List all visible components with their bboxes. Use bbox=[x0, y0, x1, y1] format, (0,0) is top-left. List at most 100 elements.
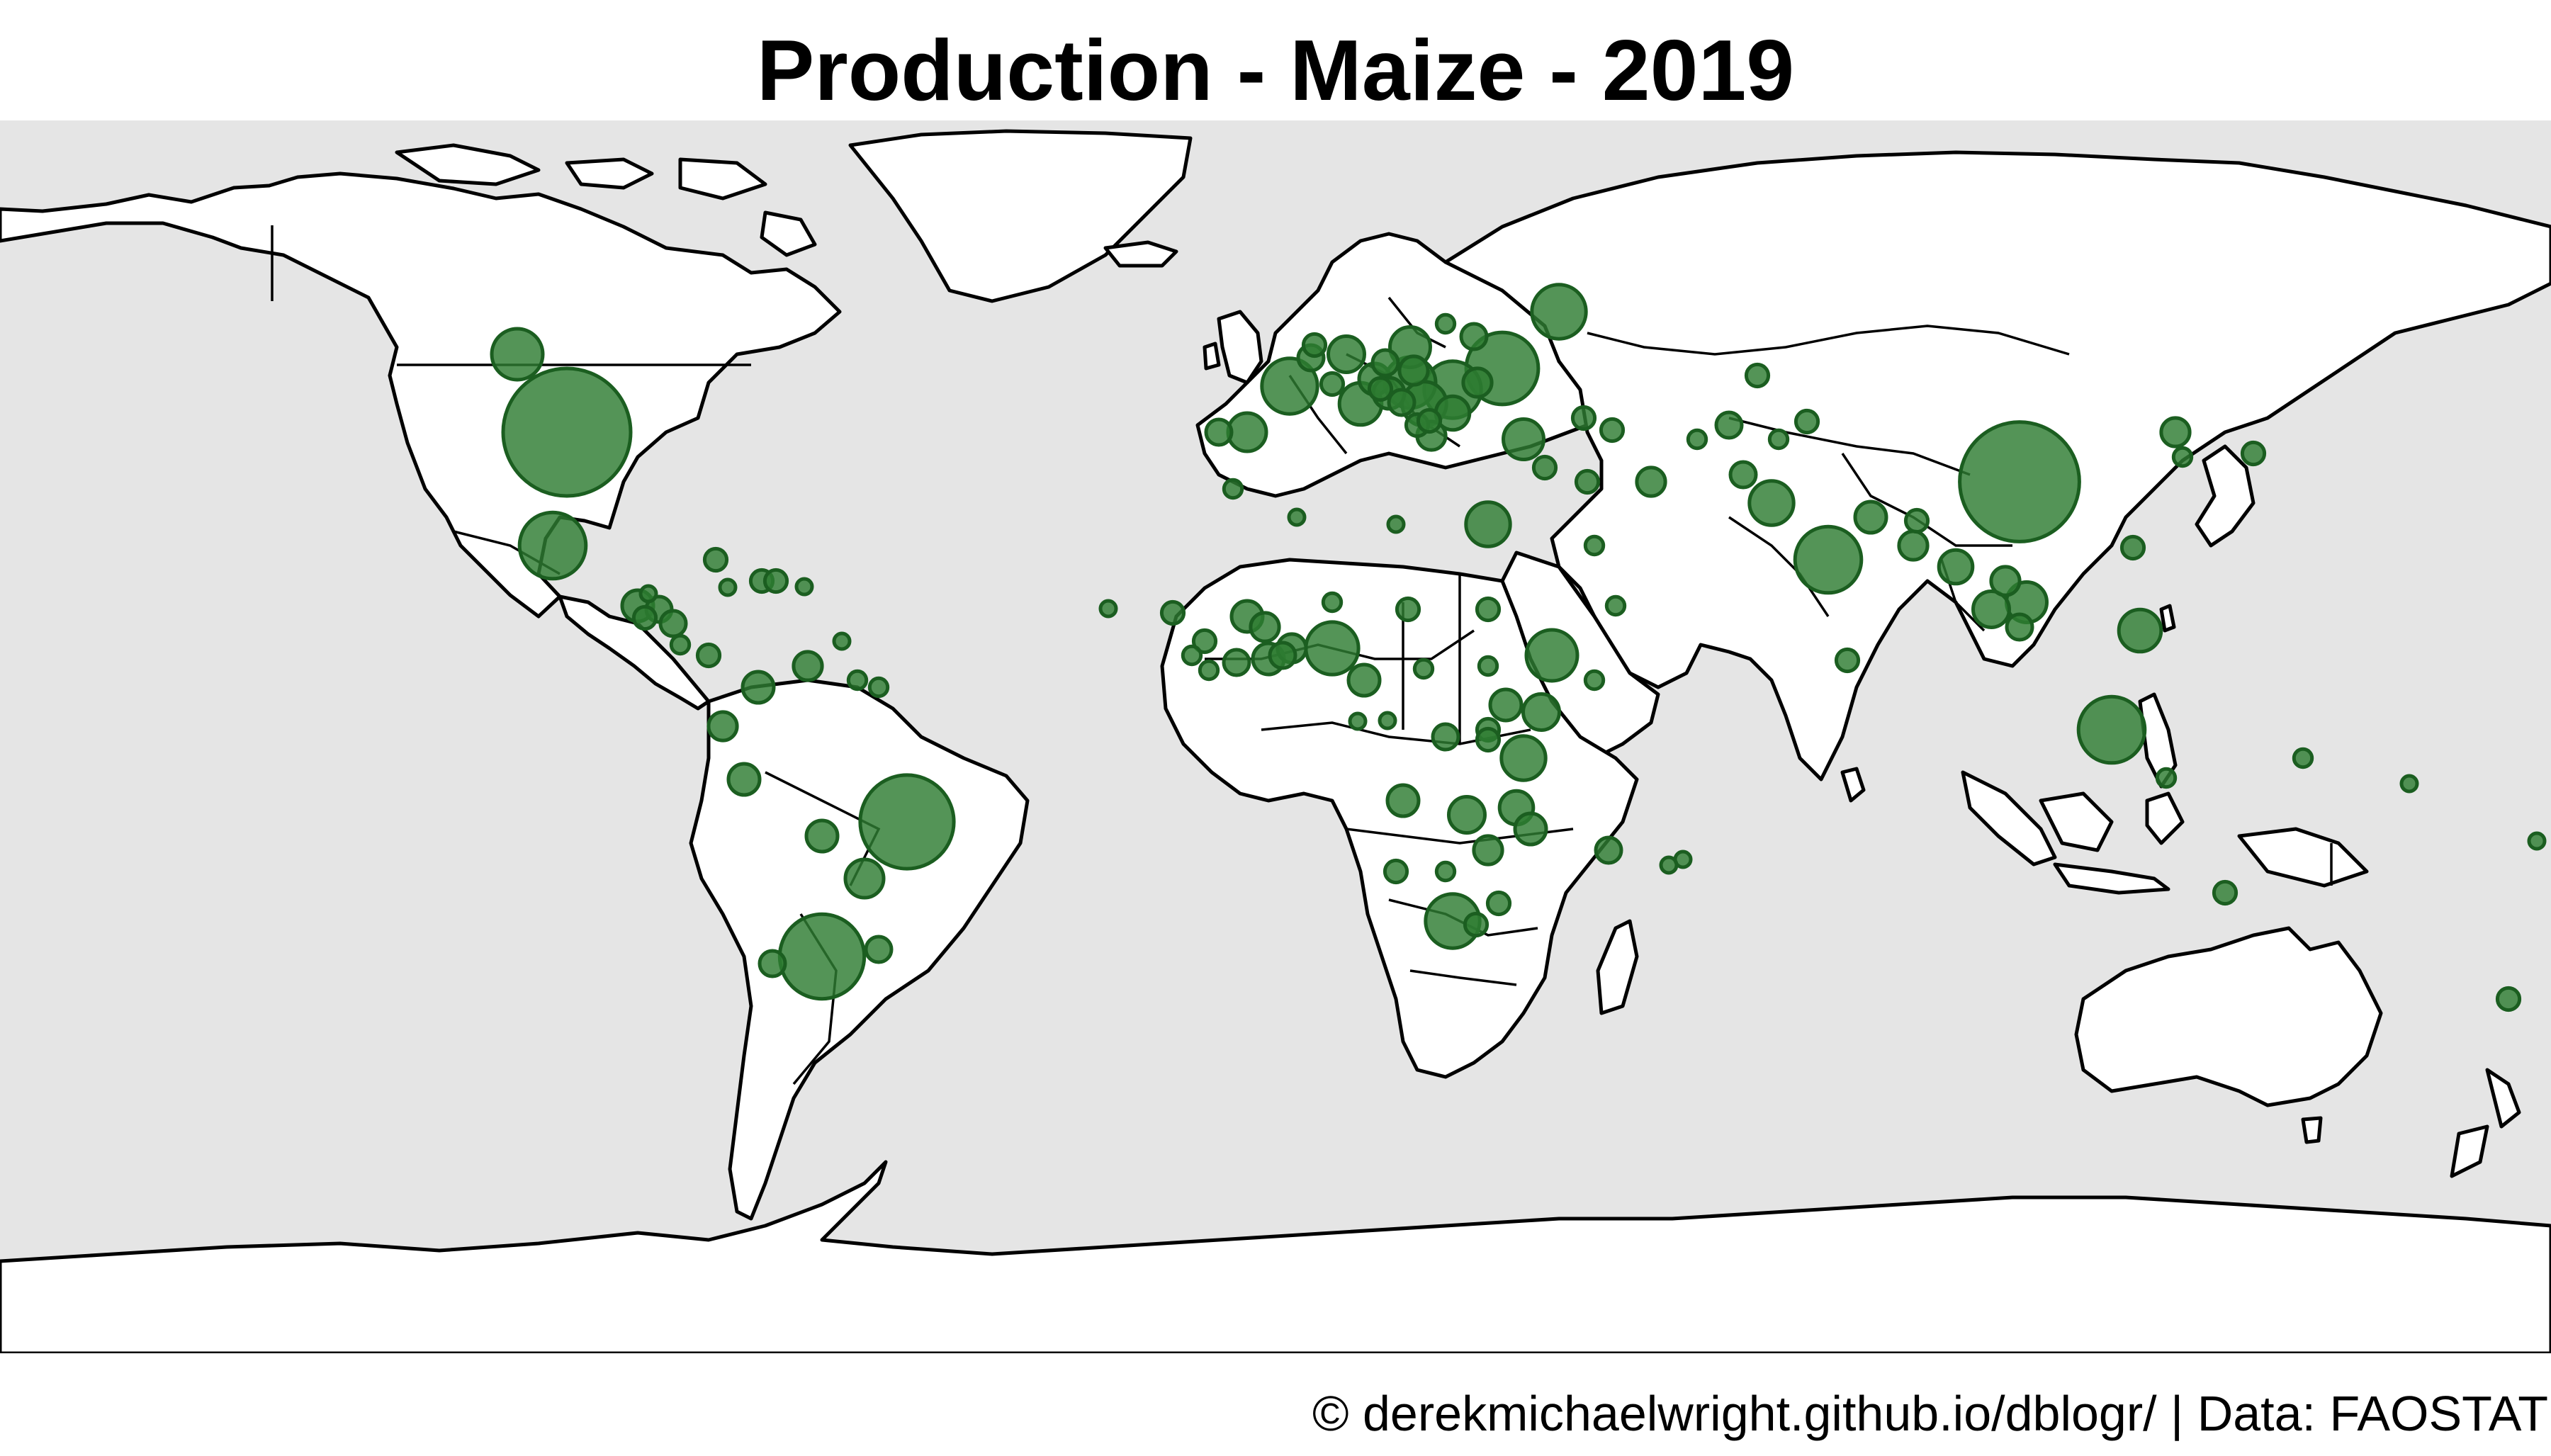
bubble-canada bbox=[490, 327, 545, 382]
greenland bbox=[848, 129, 1193, 303]
bubble-costa-rica bbox=[669, 633, 692, 656]
bubble-syria bbox=[1531, 454, 1558, 481]
bubble-south-sudan bbox=[1477, 655, 1499, 677]
tasmania bbox=[2301, 1116, 2323, 1144]
bubble-angola bbox=[1385, 783, 1421, 818]
bubble-c-te-d-ivoire bbox=[1222, 648, 1251, 677]
bubble-iran bbox=[1635, 465, 1667, 498]
source-caption: © derekmichaelwright.github.io/dblogr/ |… bbox=[1312, 1386, 2548, 1441]
bubble-mexico bbox=[517, 510, 588, 581]
bubble-usa bbox=[501, 366, 633, 498]
bubble-bosnia-and-herzegovina bbox=[1387, 388, 1417, 417]
bubble-ecuador bbox=[706, 710, 739, 743]
bubble-algeria bbox=[1287, 507, 1307, 527]
bubble-uruguay bbox=[864, 935, 894, 964]
japan bbox=[2195, 444, 2256, 548]
bubble-iraq bbox=[1574, 468, 1601, 495]
bubble-jamaica bbox=[718, 577, 738, 597]
bubble-cambodia bbox=[2005, 612, 2034, 642]
bubble-north-korea bbox=[2159, 416, 2192, 448]
philippines bbox=[2138, 692, 2178, 789]
bubble-kyrgyzstan bbox=[1793, 408, 1820, 435]
bubble-brazil bbox=[858, 773, 956, 871]
bubble-sierra-leone bbox=[1181, 644, 1203, 667]
central-america bbox=[558, 594, 711, 711]
bubble-pakistan bbox=[1747, 479, 1796, 527]
bubble-congo bbox=[1378, 711, 1397, 730]
british-isles bbox=[1203, 310, 1263, 385]
bubble-fiji bbox=[2527, 831, 2547, 851]
bubble-new-zealand bbox=[2495, 986, 2522, 1012]
bubble-switzerland bbox=[1319, 371, 1346, 397]
bubble-thailand bbox=[1971, 589, 2011, 629]
bubble-north-macedonia bbox=[1416, 407, 1443, 434]
bubble-mozambique bbox=[1513, 811, 1548, 847]
bubble-dr-congo bbox=[1431, 722, 1460, 752]
bubble-uganda bbox=[1488, 687, 1524, 723]
indonesia bbox=[1961, 770, 2369, 895]
bubble-germany bbox=[1327, 334, 1366, 374]
bubble-chile bbox=[758, 949, 787, 978]
production-bubbles bbox=[490, 283, 2547, 1012]
bubble-egypt bbox=[1464, 500, 1512, 548]
antarctica bbox=[0, 1160, 2551, 1353]
bubble-venezuela bbox=[792, 650, 824, 682]
bubble-nigeria bbox=[1304, 620, 1361, 677]
bubble-botswana bbox=[1434, 860, 1457, 883]
bubble-namibia bbox=[1383, 858, 1409, 885]
world-map bbox=[0, 120, 2551, 1353]
arctic-islands bbox=[395, 143, 817, 257]
bubble-czechia bbox=[1370, 348, 1400, 378]
bubble-somalia bbox=[1583, 669, 1606, 692]
bubble-niger bbox=[1321, 591, 1344, 614]
bubble-nicaragua bbox=[658, 609, 688, 638]
bubble-tanzania bbox=[1499, 734, 1548, 782]
bubble-kenya bbox=[1521, 692, 1561, 732]
sri-lanka bbox=[1840, 767, 1866, 803]
africa bbox=[1160, 558, 1639, 1079]
new-zealand bbox=[2450, 1068, 2521, 1178]
bubble-turkey bbox=[1502, 417, 1545, 461]
bubble-kazakhstan bbox=[1744, 362, 1771, 389]
iceland bbox=[1103, 240, 1178, 268]
bubble-guyana bbox=[846, 669, 869, 692]
bubble-paraguay bbox=[843, 857, 886, 900]
bubble-turkmenistan bbox=[1686, 428, 1708, 451]
bubble-sri-lanka bbox=[1834, 647, 1861, 674]
bubble-myanmar bbox=[1937, 548, 1975, 586]
bubble-laos bbox=[1989, 565, 2022, 597]
bubble-zimbabwe bbox=[1472, 834, 1504, 867]
bubble-lesotho bbox=[1463, 911, 1490, 938]
bubble-russia bbox=[1530, 283, 1588, 341]
bubble-morocco bbox=[1222, 478, 1244, 500]
bubble-suriname bbox=[867, 676, 890, 699]
bubble-timor-leste bbox=[2155, 767, 2178, 789]
bubble-trinidad-and-tobago bbox=[832, 631, 852, 651]
bubble-afghanistan bbox=[1728, 460, 1758, 490]
bubble-puerto-rico bbox=[794, 577, 814, 597]
north-america bbox=[0, 171, 842, 619]
bubble-lithuania bbox=[1434, 312, 1457, 335]
bubble-belize bbox=[638, 584, 658, 604]
bubble-georgia bbox=[1570, 405, 1597, 431]
bubble-colombia bbox=[740, 670, 776, 705]
bubble-sudan bbox=[1475, 596, 1502, 623]
bubble-cuba bbox=[702, 546, 729, 573]
bubble-dominican-republic bbox=[762, 568, 789, 594]
bubble-indonesia bbox=[2076, 694, 2147, 765]
bubble-bhutan bbox=[1903, 507, 1930, 534]
bubble-panama bbox=[695, 642, 722, 669]
bubble-papua-new-guinea bbox=[2292, 747, 2314, 769]
bubble-china bbox=[1958, 420, 2081, 543]
bubble-bolivia bbox=[804, 818, 840, 854]
bubble-yemen bbox=[1604, 594, 1627, 617]
bubble-senegal bbox=[1159, 599, 1186, 626]
bubble-burkina-faso bbox=[1249, 611, 1281, 643]
bubble-central-african-republic bbox=[1412, 658, 1435, 680]
bubble-r-union bbox=[1659, 855, 1679, 875]
bubble-belarus bbox=[1459, 322, 1489, 351]
bubble-el-salvador bbox=[631, 604, 658, 631]
bubble-philippines bbox=[2117, 607, 2163, 654]
bubble-india bbox=[1793, 524, 1864, 595]
bubble-taiwan bbox=[2119, 534, 2146, 561]
